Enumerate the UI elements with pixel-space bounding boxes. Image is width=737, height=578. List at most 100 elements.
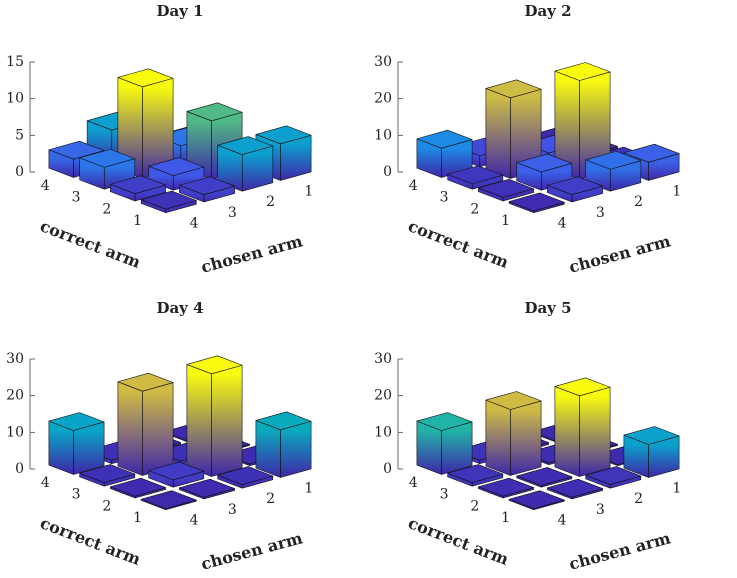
bar-side: [211, 364, 243, 477]
z-tick-label: 10: [374, 127, 392, 143]
subplot: Day 4 0 10 20 30 1 2 3 4 1 2 3 4 correct arm chosen ar…: [6, 299, 313, 574]
bar-top: [547, 176, 603, 195]
y-tick-label: 1: [501, 510, 510, 526]
bar-top: [117, 68, 174, 88]
bar-top: [447, 165, 504, 185]
bar-top: [48, 140, 105, 160]
bar: [217, 466, 274, 489]
subplot: Day 5 0 10 20 30 1 2 3 4 1 2 3 4 correct arm chosen ar…: [374, 299, 681, 574]
y-tick-label: 1: [501, 213, 510, 229]
x-tick-label: 3: [228, 205, 237, 221]
bar: [110, 175, 166, 202]
bar-top: [547, 478, 603, 498]
bar-top: [416, 412, 473, 431]
bar: [416, 412, 473, 475]
bar: [140, 190, 197, 214]
x-axis-label: chosen arm: [199, 528, 305, 573]
y-tick-label: 3: [72, 487, 81, 503]
bar-top: [478, 477, 534, 497]
y-tick-label: 4: [41, 475, 50, 491]
bar: [554, 377, 611, 477]
x-axis-label: chosen arm: [567, 528, 673, 573]
bar-top: [447, 464, 504, 483]
y-tick-label: 4: [41, 178, 50, 194]
bar: [255, 411, 312, 478]
z-tick-label: 0: [15, 461, 24, 477]
bar: [547, 478, 603, 500]
bar-top: [110, 477, 166, 497]
bar-top: [79, 464, 136, 483]
bar: [48, 412, 105, 475]
y-axis-label: correct arm: [38, 513, 144, 569]
y-tick-label: 3: [440, 487, 449, 503]
y-axis-label: correct arm: [406, 216, 512, 272]
x-tick-label: 1: [304, 183, 313, 199]
bar: [585, 466, 642, 489]
bar-side: [73, 421, 105, 475]
bar-side: [579, 386, 611, 477]
y-axis-label: correct arm: [406, 513, 512, 569]
bar-side: [117, 381, 143, 476]
bar-side: [510, 400, 542, 476]
x-tick-label: 2: [266, 491, 275, 507]
x-axis-label: chosen arm: [199, 231, 305, 276]
bar: [508, 192, 565, 214]
x-tick-label: 4: [190, 216, 199, 232]
bar-top: [416, 129, 473, 149]
y-tick-label: 2: [470, 201, 479, 217]
bar-top: [186, 355, 243, 375]
x-tick-label: 4: [558, 216, 567, 232]
bar-top: [554, 62, 611, 81]
bar-top: [255, 411, 312, 431]
bar: [485, 79, 542, 179]
bar-top: [148, 461, 205, 481]
y-axis-label: correct arm: [38, 216, 144, 272]
bar-top: [585, 466, 642, 485]
bar: [508, 490, 565, 511]
bar-top: [217, 466, 274, 485]
bar-top: [186, 102, 243, 122]
bar-top: [140, 190, 197, 210]
bar-top: [554, 377, 611, 397]
bar: [217, 136, 274, 192]
bar-top: [79, 148, 136, 168]
z-tick-label: 10: [6, 91, 24, 107]
z-tick-label: 20: [6, 388, 24, 404]
bar: [179, 176, 235, 203]
bar-top: [110, 175, 166, 194]
subplot-title: Day 5: [524, 299, 571, 317]
x-tick-label: 2: [634, 194, 643, 210]
subplot: Day 2 0 10 20 30 1 2 3 4 1 2 3 4 correct arm chosen ar…: [374, 2, 681, 277]
x-tick-label: 4: [558, 513, 567, 529]
bar-top: [478, 179, 534, 198]
bar-side: [485, 88, 511, 179]
x-axis-label: chosen arm: [567, 231, 673, 276]
z-tick-label: 0: [383, 164, 392, 180]
bar: [623, 426, 680, 478]
bar: [554, 62, 611, 180]
z-tick-label: 20: [374, 388, 392, 404]
y-tick-label: 1: [133, 510, 142, 526]
x-tick-label: 3: [228, 502, 237, 518]
bar: [478, 477, 534, 499]
y-tick-label: 3: [440, 190, 449, 206]
bar-top: [623, 426, 680, 445]
bar-top: [48, 412, 105, 431]
bar: [447, 464, 504, 487]
bar-side: [485, 399, 511, 476]
z-tick-label: 10: [6, 424, 24, 440]
bar-side: [142, 382, 174, 476]
y-tick-label: 1: [133, 213, 142, 229]
x-tick-label: 3: [596, 205, 605, 221]
bar: [547, 176, 603, 203]
z-tick-label: 20: [374, 91, 392, 107]
subplot-title: Day 2: [524, 2, 571, 20]
bar: [447, 165, 504, 190]
bar: [516, 467, 573, 488]
bar: [140, 490, 197, 511]
z-tick-label: 0: [383, 461, 392, 477]
bar-top: [255, 125, 312, 145]
bar-top: [585, 150, 642, 170]
y-tick-label: 4: [409, 475, 418, 491]
